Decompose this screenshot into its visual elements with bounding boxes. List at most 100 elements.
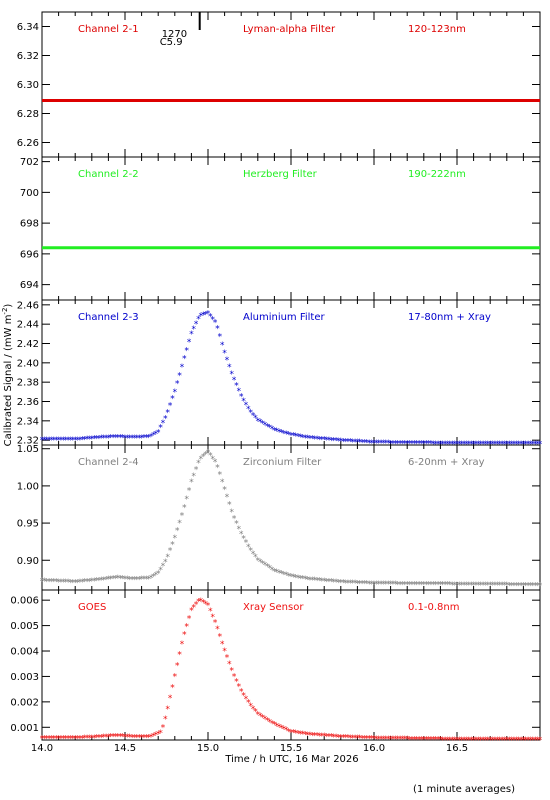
data-point: * <box>340 437 345 447</box>
data-point: * <box>469 736 474 746</box>
data-point: * <box>210 613 215 623</box>
data-point: * <box>357 579 362 589</box>
data-point: * <box>220 640 225 650</box>
data-point: * <box>303 434 308 444</box>
data-point: * <box>523 581 528 591</box>
data-point: * <box>295 729 300 739</box>
data-point: * <box>132 733 137 743</box>
data-point: * <box>106 575 111 585</box>
data-point: * <box>113 433 118 443</box>
data-point: * <box>419 735 424 745</box>
data-point: * <box>326 733 331 743</box>
data-point: * <box>49 735 54 745</box>
data-point: * <box>298 574 303 584</box>
data-point: * <box>499 736 504 746</box>
data-point: * <box>44 436 49 446</box>
data-point: * <box>400 735 405 745</box>
y-tick-label: 2.46 <box>17 300 39 311</box>
y-axis-label-superscript: -2 <box>1 308 9 315</box>
data-point: * <box>447 736 452 746</box>
data-point: * <box>222 647 227 657</box>
data-point: * <box>234 382 239 392</box>
data-point: * <box>476 581 481 591</box>
data-point: * <box>288 431 293 441</box>
data-point: * <box>212 619 217 629</box>
data-point: * <box>362 734 367 744</box>
data-point: * <box>492 581 497 591</box>
panel-2: 694 696 698 700 702 Channel 2-2 Herzberg Filte… <box>20 156 541 301</box>
data-point: * <box>521 736 526 746</box>
data-point: * <box>201 453 206 463</box>
panel-band-label: 17-80nm + Xray <box>408 312 491 323</box>
data-point: * <box>367 580 372 590</box>
panel-band-label: 190-222nm <box>408 169 466 180</box>
data-point: * <box>286 572 291 582</box>
x-tick-label: 15.0 <box>197 743 219 754</box>
data-point: * <box>400 439 405 449</box>
data-point: * <box>77 578 82 588</box>
data-point: * <box>238 688 243 698</box>
data-point: * <box>243 539 248 549</box>
data-point: * <box>255 417 260 427</box>
data-point: * <box>269 566 274 576</box>
data-point: * <box>478 581 483 591</box>
data-point: * <box>423 581 428 591</box>
data-point: * <box>158 424 163 434</box>
data-point: * <box>82 578 87 588</box>
data-point: * <box>272 721 277 731</box>
data-point: * <box>435 736 440 746</box>
data-point: * <box>393 580 398 590</box>
data-point: * <box>404 735 409 745</box>
data-point: * <box>348 579 353 589</box>
data-point: * <box>485 581 490 591</box>
data-point: * <box>345 734 350 744</box>
data-point: * <box>343 734 348 744</box>
data-point: * <box>310 576 315 586</box>
data-point: * <box>288 573 293 583</box>
data-point: * <box>115 732 120 742</box>
data-point: * <box>355 734 360 744</box>
data-point: * <box>350 579 355 589</box>
data-point: * <box>179 512 184 522</box>
data-point: * <box>186 487 191 497</box>
data-point: * <box>509 581 514 591</box>
y-axis-label-text: Calibrated Signal / (mW m <box>3 315 14 447</box>
data-point: * <box>224 356 229 366</box>
y-tick-label: 2.40 <box>17 358 39 369</box>
data-point: * <box>61 735 66 745</box>
data-point: * <box>357 438 362 448</box>
data-point: * <box>407 735 412 745</box>
data-point: * <box>89 734 94 744</box>
data-point: * <box>535 582 540 592</box>
data-point: * <box>193 320 198 330</box>
data-point: * <box>438 581 443 591</box>
panel-filter-label: Xray Sensor <box>243 602 304 613</box>
data-point: * <box>115 433 120 443</box>
data-point: * <box>381 580 386 590</box>
data-point: * <box>265 563 270 573</box>
x-tick-label: 14.5 <box>114 743 136 754</box>
data-point: * <box>257 418 262 428</box>
data-point: * <box>473 736 478 746</box>
data-point: * <box>426 581 431 591</box>
data-point: * <box>61 436 66 446</box>
data-point: * <box>359 438 364 448</box>
data-point: * <box>338 579 343 589</box>
data-point: * <box>246 699 251 709</box>
data-point: * <box>291 729 296 739</box>
data-point: * <box>523 736 528 746</box>
data-point: * <box>336 437 341 447</box>
data-point: * <box>279 724 284 734</box>
data-point: * <box>203 310 208 320</box>
data-point: * <box>397 580 402 590</box>
data-point: * <box>191 472 196 482</box>
data-point: * <box>255 711 260 721</box>
data-point: * <box>243 695 248 705</box>
data-point: * <box>141 733 146 743</box>
data-point: * <box>286 431 291 441</box>
data-point: * <box>340 734 345 744</box>
data-point: * <box>49 578 54 588</box>
y-tick-label: 696 <box>20 249 39 260</box>
data-point: * <box>253 414 258 424</box>
data-point: * <box>265 716 270 726</box>
